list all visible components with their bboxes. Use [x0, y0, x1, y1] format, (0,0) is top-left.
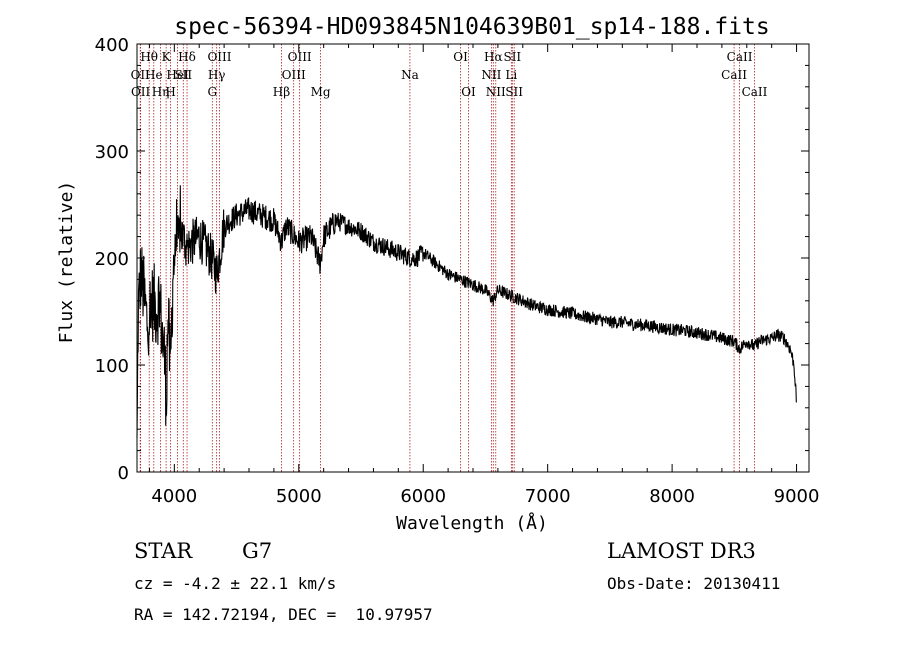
y-tick-label: 0 [118, 463, 129, 484]
spectral-line-label: OIII [282, 68, 306, 82]
x-axis: 4000 5000 6000 7000 8000 9000 [148, 44, 820, 507]
spectral-line-label: OII [131, 68, 151, 82]
spectral-line-label: HeI [166, 68, 189, 82]
spectral-line-label: Hβ [273, 85, 290, 99]
spectral-line-label: NII [486, 85, 506, 99]
x-tick-label: 8000 [649, 486, 695, 507]
spectral-line-label: Hδ [178, 50, 196, 64]
y-tick-label: 300 [95, 142, 129, 163]
spectral-line-label: SII [505, 85, 523, 99]
spectral-line-label: Na [401, 68, 419, 82]
spectral-line-label: He [145, 68, 163, 82]
spectral-line-label: CaII [742, 85, 768, 99]
spectral-line-label: Hθ [140, 50, 158, 64]
y-axis: 0 100 200 300 400 [95, 35, 809, 484]
redshift-cz: cz = -4.2 ± 22.1 km/s [134, 574, 336, 593]
spectral-line-label: OI [453, 50, 468, 64]
y-axis-label: Flux (relative) [56, 181, 77, 344]
spectral-line-label: K [162, 50, 172, 64]
spectral-line-label: Hγ [208, 68, 226, 82]
spectral-line-label: Hη [152, 85, 170, 99]
observation-date: Obs-Date: 20130411 [607, 574, 780, 593]
spectral-line-label: SII [174, 68, 192, 82]
y-tick-label: 200 [95, 249, 129, 270]
spectral-line-labels: OIIOIIHθHeHηKHHeISIIHδGHγOIIIHβOIIIOIIIM… [131, 50, 768, 99]
object-class: STAR [134, 539, 193, 563]
spectral-line-label: OIII [288, 50, 312, 64]
spectral-line-label: Li [505, 68, 517, 82]
spectral-line-label: OII [131, 85, 151, 99]
spectral-line-label: NII [481, 68, 501, 82]
spectral-line-label: Mg [311, 85, 331, 99]
x-tick-label: 9000 [774, 486, 820, 507]
y-tick-label: 400 [95, 35, 129, 56]
spectral-line-label: CaII [727, 50, 753, 64]
spectral-line-label: CaII [721, 68, 747, 82]
spectral-line-label: OI [461, 85, 476, 99]
spectral-line-label: G [207, 85, 217, 99]
spectral-line-label: SII [503, 50, 521, 64]
x-tick-label: 6000 [400, 486, 446, 507]
x-axis-label: Wavelength (Å) [396, 512, 548, 534]
x-tick-label: 4000 [151, 486, 197, 507]
chart-title: spec-56394-HD093845N104639B01_sp14-188.f… [174, 14, 769, 40]
spectral-line-label: H [165, 85, 175, 99]
y-tick-label: 100 [95, 356, 129, 377]
x-tick-label: 5000 [276, 486, 322, 507]
spectrum-series-line [136, 185, 798, 439]
spectral-line-label: OIII [207, 50, 231, 64]
spectral-line-label: Hα [484, 50, 503, 64]
ra-dec-coordinates: RA = 142.72194, DEC = 10.97957 [134, 605, 433, 624]
object-subclass: G7 [242, 539, 272, 563]
x-tick-label: 7000 [525, 486, 571, 507]
survey-name: LAMOST DR3 [607, 539, 756, 563]
